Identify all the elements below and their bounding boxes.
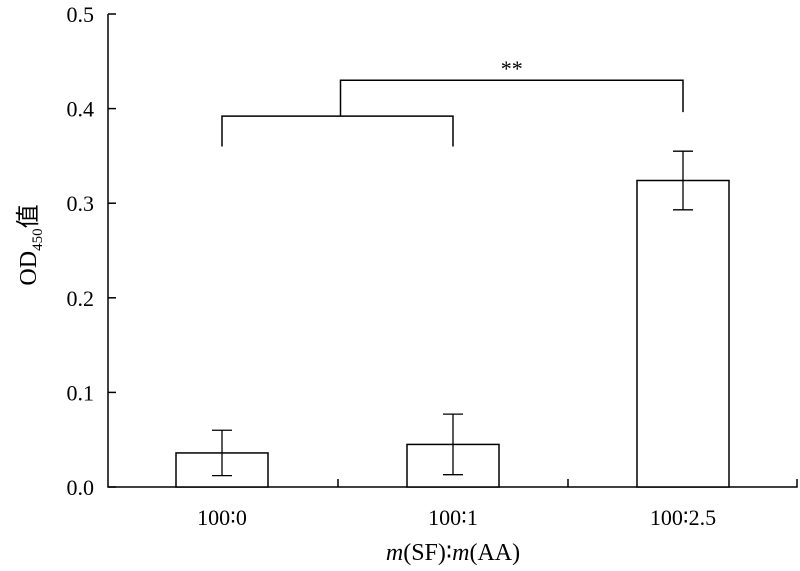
bar xyxy=(636,179,730,488)
y-tick-label: 0.0 xyxy=(67,475,95,500)
y-axis-title: OD450值 xyxy=(15,204,46,285)
y-tick-label: 0.1 xyxy=(67,380,95,405)
axes: 0.0 0.1 0.2 0.3 0.4 0.5 100∶0 100∶1 100∶2.5 xyxy=(67,2,798,530)
y-tick-label: 0.2 xyxy=(67,286,95,311)
error-bars xyxy=(212,150,693,477)
x-axis-title: m(SF)∶m(AA) xyxy=(386,540,520,566)
significance-annotation: ** xyxy=(221,56,684,147)
comparison-bracket xyxy=(339,79,684,117)
y-tick-label: 0.5 xyxy=(67,2,95,27)
x-tick-label: 100∶1 xyxy=(428,505,478,530)
x-tick-label: 100∶2.5 xyxy=(650,505,716,530)
significance-label: ** xyxy=(501,56,523,81)
group-bracket xyxy=(221,115,454,147)
x-tick-label: 100∶0 xyxy=(197,505,247,530)
y-tick-label: 0.3 xyxy=(67,191,95,216)
y-tick-label: 0.4 xyxy=(67,97,95,122)
